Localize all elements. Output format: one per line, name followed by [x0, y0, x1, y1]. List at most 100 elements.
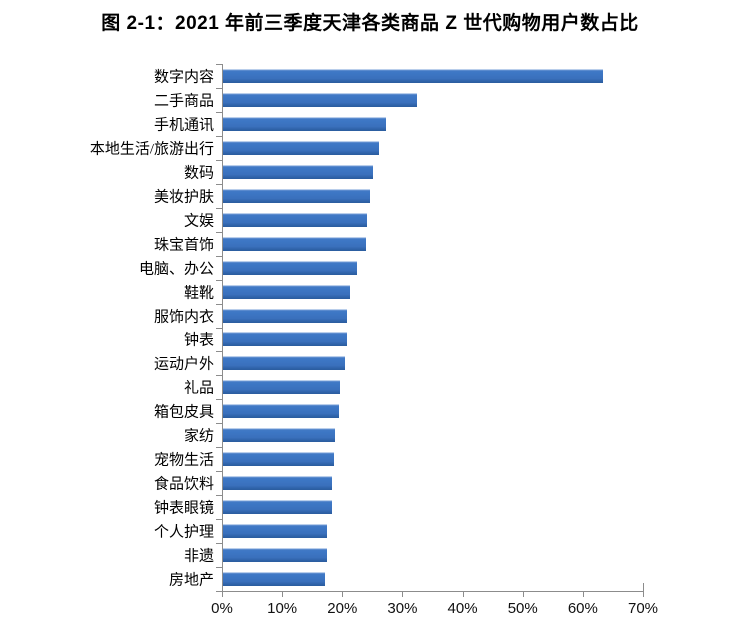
bar-电脑、办公	[223, 260, 358, 275]
category-label: 钟表	[183, 332, 214, 349]
bar-礼品	[223, 380, 341, 395]
y-axis-tick	[216, 256, 222, 257]
y-axis-tick	[216, 304, 222, 305]
x-axis-label: 60%	[567, 600, 598, 617]
y-axis-tick	[216, 471, 222, 472]
bar-宠物生活	[223, 452, 335, 467]
bar-row	[223, 304, 644, 328]
bar-row	[223, 256, 644, 280]
bar-非遗	[223, 548, 328, 563]
bar-数码	[223, 164, 374, 179]
bar-row	[223, 423, 644, 447]
x-axis-tick	[342, 592, 344, 597]
category-label: 礼品	[183, 380, 214, 397]
category-label: 个人护理	[153, 524, 214, 541]
y-axis-tick	[216, 160, 222, 161]
bar-运动户外	[223, 356, 346, 371]
bar-箱包皮具	[223, 404, 340, 419]
y-axis-tick	[216, 64, 222, 65]
bar-row	[223, 567, 644, 591]
y-axis-tick	[216, 328, 222, 329]
bar-row	[223, 351, 644, 375]
bar-row	[223, 184, 644, 208]
y-axis-tick	[216, 375, 222, 376]
bar-钟表	[223, 332, 347, 347]
bar-房地产	[223, 572, 326, 586]
bar-row	[223, 64, 644, 88]
category-label: 文娱	[183, 213, 214, 230]
x-axis-tick	[222, 592, 223, 597]
y-axis-tick	[216, 208, 222, 209]
y-axis-tick	[216, 423, 222, 424]
bar-row	[223, 136, 644, 160]
x-axis-label: 0%	[211, 600, 233, 617]
x-axis-label: 30%	[387, 600, 418, 617]
y-axis-tick	[216, 88, 222, 89]
y-axis-tick	[216, 591, 222, 592]
bar-鞋靴	[223, 284, 350, 299]
bar-row	[223, 328, 644, 352]
y-axis-tick	[216, 447, 222, 448]
category-label: 运动户外	[153, 356, 214, 373]
x-axis-tick	[522, 592, 524, 597]
category-label: 本地生活/旅游出行	[89, 141, 214, 158]
y-axis-tick	[216, 351, 222, 352]
x-axis-tick	[462, 592, 464, 597]
bar-row	[223, 543, 644, 567]
category-label: 钟表眼镜	[153, 500, 214, 517]
bar-row	[223, 232, 644, 256]
bar-row	[223, 447, 644, 471]
category-label: 宠物生活	[153, 452, 214, 469]
category-label: 电脑、办公	[138, 261, 214, 278]
y-axis-tick	[216, 112, 222, 113]
bar-row	[223, 375, 644, 399]
x-axis-label: 70%	[627, 600, 659, 617]
x-axis-labels: 0% 10% 20% 30% 40% 50% 60% 70%	[0, 600, 740, 622]
y-axis-tick	[216, 136, 222, 137]
chart-title: 图 2-1：2021 年前三季度天津各类商品 Z 世代购物用户数占比	[101, 13, 639, 34]
category-label: 家纺	[183, 428, 214, 445]
bar-钟表眼镜	[223, 500, 332, 515]
x-axis-tick	[582, 592, 584, 597]
y-axis-tick	[216, 280, 222, 281]
bar-二手商品	[223, 92, 418, 107]
bar-美妆护肤	[223, 188, 371, 203]
category-label: 二手商品	[153, 93, 214, 110]
bar-家纺	[223, 428, 336, 443]
bar-个人护理	[223, 524, 328, 539]
bar-服饰内衣	[223, 308, 348, 323]
x-axis-tick	[282, 592, 284, 597]
category-label: 手机通讯	[153, 117, 214, 134]
bar-文娱	[223, 212, 368, 227]
y-axis-tick	[216, 567, 222, 568]
category-label: 服饰内衣	[153, 309, 214, 326]
bar-row	[223, 495, 644, 519]
bar-row	[223, 399, 644, 423]
category-label: 数字内容	[153, 69, 214, 86]
x-axis-label: 20%	[327, 600, 358, 617]
y-axis-tick	[216, 232, 222, 233]
x-axis-end-tick	[643, 583, 644, 592]
bar-食品饮料	[223, 476, 333, 491]
bar-手机通讯	[223, 116, 386, 131]
bar-珠宝首饰	[223, 236, 367, 251]
category-label: 箱包皮具	[153, 404, 214, 421]
bar-本地生活/旅游出行	[223, 140, 380, 155]
bar-row	[223, 471, 644, 495]
y-axis-tick	[216, 543, 222, 544]
category-label: 美妆护肤	[153, 189, 214, 206]
x-axis-label: 50%	[507, 600, 538, 617]
category-label: 数码	[183, 165, 214, 182]
category-label: 房地产	[168, 572, 214, 589]
y-axis-tick	[216, 519, 222, 520]
category-labels: 数字内容 二手商品 手机通讯 本地生活/旅游出行 数码 美妆护肤 文娱 珠宝首饰 电脑、办公 鞋靴…	[0, 64, 218, 591]
bar-row	[223, 280, 644, 304]
bar-row	[223, 519, 644, 543]
category-label: 食品饮料	[153, 476, 214, 493]
x-axis-label: 40%	[447, 600, 478, 617]
x-axis-label: 10%	[267, 600, 298, 617]
category-label: 非遗	[183, 548, 214, 565]
y-axis-tick	[216, 399, 222, 400]
x-axis-tick	[402, 592, 404, 597]
y-axis-tick	[216, 495, 222, 496]
